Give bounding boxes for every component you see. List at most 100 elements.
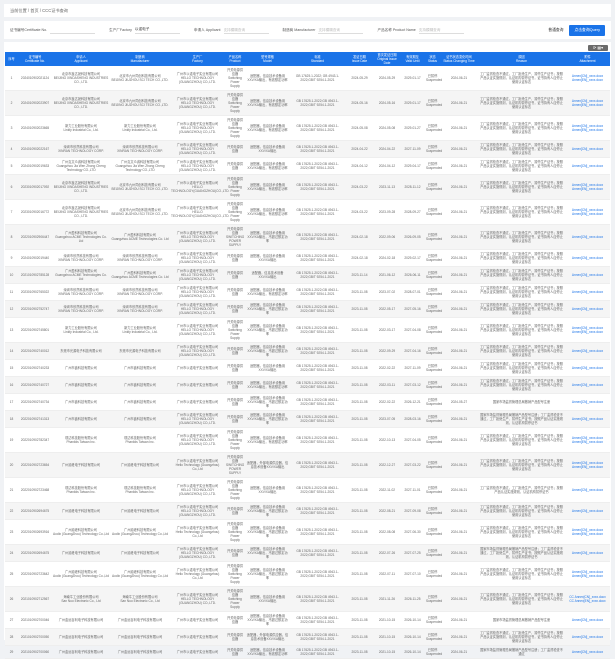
attachment-link[interactable]: Annex[CN]_xxxx.docx: [571, 551, 604, 555]
attachment-link[interactable]: Annex[CN]_xxxx.docx Annex[EN]_xxxx.docx: [571, 570, 604, 578]
attachment-link[interactable]: Annex[CN]_xxxx.docx Annex[EN]_xxxx.docx: [571, 326, 604, 334]
cell-manufacturer: 广州市鑫科技有限公司: [110, 410, 170, 428]
cell-factory: 广州市以诺电子实业有限公司 HELLO TECHNOLOGY (GUANGZHO…: [170, 140, 225, 158]
attachment-link[interactable]: Annex[CN]_xxxx.docx: [571, 147, 604, 151]
cell-issue-date: 2023-11-08: [345, 410, 374, 428]
cell-original-issue-date: 2024-04-22: [374, 140, 400, 158]
attachment-link[interactable]: Annex[CN]_xxxx.docx: [571, 256, 604, 260]
cell-status: 已暂停 Suspended: [425, 410, 442, 428]
cell-status-changing-time: 2024-06-21: [440, 317, 478, 343]
attachment-link[interactable]: Annex[CN]_xxxx.docx: [571, 383, 604, 387]
attachment-link[interactable]: Annex[CN]_xxxx.docx: [571, 235, 604, 239]
cell-reason: 工厂监督检查不通过，工厂拒绝生产、暂停生产证书；按照产品认证实施规则，认证机构暂…: [478, 115, 565, 141]
cell-applicant: 海南牛工业股份有限公司 San Nuo Electronic Co., Ltd: [52, 586, 110, 612]
cell-status-changing-time: 2024-06-21: [440, 174, 478, 200]
attachment-link[interactable]: Annex[CN]_xxxx.docx: [571, 273, 604, 277]
table-row: 24 2022010902694675 广州延峰电子科技有限公司 广州延峰电子科技有限…: [5, 544, 610, 562]
cell-reason: 工厂监督检查不通过，工厂拒绝生产、暂停生产证书；按照产品认证实施规则，认证机构暂…: [478, 249, 565, 267]
cell-issue-date: 2023-11-08: [345, 561, 374, 587]
cell-model: 适配器，信息技术设备用XXV/XA输出，不超过额定功率: [245, 611, 290, 629]
cell-status-changing-time: 2024-06-21: [440, 66, 478, 91]
cell-product: 开关电源供应器 Switching Power Supply: [225, 586, 245, 612]
attachment-link[interactable]: Annex[CN]_xxxx.docx: [571, 366, 604, 370]
cell-reason: 工厂监督检查不通过，工厂拒绝生产、暂停生产证书；按照产品认证实施规则，认证机构暂…: [478, 452, 565, 478]
product-name-input[interactable]: [418, 26, 464, 34]
cell-applicant: 广州市鑫科技有限公司: [52, 393, 110, 411]
attachment-link[interactable]: Annex[CN]_xxxx.docx Annex[EN]_xxxx.docx: [571, 528, 604, 536]
cell-index: 10: [5, 266, 18, 284]
cell-applicant: 广州金远百利电子科技有限公司: [52, 611, 110, 629]
applicant-input[interactable]: [223, 26, 269, 34]
cell-factory: 广州市以诺电子实业有限公司 HELLO TECHNOLOGY (GUANGZHO…: [170, 249, 225, 267]
attachment-link[interactable]: Annex[CN]_xxxx.docx: [571, 509, 604, 513]
table-header: 序号 证书编号 Certificate No. 申请人 Applicant 制造商 M…: [5, 52, 610, 66]
cell-certificate-no: 2022010902752747: [18, 300, 52, 318]
attachment-link[interactable]: Annex[CN]_xxxx.docx: [571, 307, 604, 311]
attachment-link[interactable]: Annex[CN]_xxxx.docx Annex[EN]_xxxx.docx: [571, 436, 604, 444]
table-row: 8 2022010902906447 广州盈科科技有限公司 Guangzhou AC…: [5, 224, 610, 250]
cell-index: 24: [5, 544, 18, 562]
table-toolbar[interactable]: ⟳ ▦▾: [588, 45, 608, 51]
factory-input[interactable]: [134, 26, 180, 34]
cell-applicant: 北京市鑫达晟科技有限公司 BEIJING XINDASHENG INDUSTRI…: [52, 199, 110, 225]
attachment-link[interactable]: Annex[CN]_xxxx.docx: [571, 488, 604, 492]
cell-issue-date: 2024-04-22: [345, 140, 374, 158]
attachment-link[interactable]: Annex[CN]_xxxx.docx Annex[EN]_xxxx.docx: [571, 74, 604, 82]
cell-certificate-no: 2022010902741313: [18, 410, 52, 428]
breadcrumb-separator: /: [38, 8, 43, 13]
cell-valid-until: 2027-11-09: [400, 359, 425, 377]
attachment-link[interactable]: Annex[CN]_xxxx.docx: [571, 349, 604, 353]
cell-original-issue-date: 2022-02-22: [374, 359, 400, 377]
cell-status-changing-time: 2024-06-21: [440, 359, 478, 377]
cell-index: 25: [5, 561, 18, 587]
refresh-columns-icon[interactable]: ⟳ ▦▾: [592, 45, 604, 50]
cell-issue-date: 2023-11-08: [345, 427, 374, 453]
attachment-link[interactable]: Annex[CN]_xxxx.docx Annex[EN]_xxxx.docx: [571, 99, 604, 107]
attachment-link[interactable]: Annex[CN]_xxxx.docx: [571, 400, 604, 404]
attachment-link[interactable]: Annex[CN]_xxxx.docx: [571, 618, 604, 622]
cell-original-issue-date: 2023-07-02: [374, 283, 400, 301]
cell-original-issue-date: 2024-05-29: [374, 66, 400, 91]
cell-original-issue-date: 2021-10-15: [374, 645, 400, 659]
attachment-link[interactable]: Annex[CN]_xxxx.docx: [571, 164, 604, 168]
cell-standard: GB 17625.1-2022;GB 4943.1-2022;GB/T 9254…: [290, 519, 345, 545]
cell-original-issue-date: 2022-07-11: [374, 561, 400, 587]
attachment-link[interactable]: Annex[CN]_xxxx.docx Annex[EN]_xxxx.docx: [571, 183, 604, 191]
manufacturer-input[interactable]: [318, 26, 364, 34]
cell-status: 已暂停 Suspended: [425, 266, 442, 284]
attachment-link[interactable]: Annex[CN]_xxxx.docx Annex[EN]_xxxx.docx: [571, 461, 604, 469]
cell-factory: 广州市以诺电子实业有限公司 HELLO TECHNOLOGY(GUANGZHOU…: [170, 199, 229, 225]
cell-standard: GB 17625.1-2022;GB 4943.1-2022;GB/T 9254…: [290, 157, 345, 175]
breadcrumb-current-label: 当前位置: [10, 8, 27, 13]
attachment-link[interactable]: Annex[CN]_xxxx.docx Annex[EN]_xxxx.docx: [571, 208, 604, 216]
cell-product: 开关电源供应器 Switching Power Supply: [225, 199, 245, 225]
cell-original-issue-date: 2022-11-02: [374, 477, 400, 503]
cell-applicant: 广州市鑫科技有限公司: [52, 410, 110, 428]
attachment-link[interactable]: Annex[CN]_xxxx.docx: [571, 417, 604, 421]
cell-factory: 广州市以诺电子实业有限公司 HELLO TECHNOLOGY(GUANGZHOU…: [170, 174, 229, 200]
cell-index: 7: [5, 199, 18, 225]
cell-issue-date: 2023-11-08: [345, 452, 374, 478]
cell-standard: GB 17625.1-2022;GB 4943.1-2022;GB/T 9254…: [290, 90, 345, 116]
column-header-standard: 标准 Standard: [290, 52, 345, 66]
breadcrumb-home-link[interactable]: 首页: [30, 8, 39, 13]
cell-certificate-no: 2024010902019440: [18, 249, 52, 267]
certificate-no-input[interactable]: [50, 26, 96, 34]
cell-applicant: 广州延峰电子科技有限公司: [52, 502, 110, 520]
cell-original-issue-date: 2022-12-27: [374, 452, 400, 478]
cell-reason: 工厂监督检查不通过，工厂拒绝生产、暂停生产证书；按照产品认证实施规则，认证机构暂…: [478, 586, 565, 612]
cell-applicant: 新力工业股份有限公司 Linkfy Industrial Co., Ltd.: [52, 317, 110, 343]
normal-query-button[interactable]: 普通查询: [548, 27, 564, 32]
cell-reason: 工厂监督检查不通过，工厂拒绝生产、暂停生产证书；按照产品认证实施规则，认证机构暂…: [478, 359, 565, 377]
attachment-link[interactable]: Annex[CN]_xxxx.docx Annex[EN]_xxxx.docx: [571, 124, 604, 132]
cell-product: 开关电源供应器 Switching Power Supply: [225, 115, 245, 141]
cell-attachment: Annex[CN]_xxxx.docx: [565, 393, 610, 411]
attachment-link[interactable]: Annex[CN]_xxxx.docx: [571, 290, 604, 294]
query-button[interactable]: 点击查询Query: [569, 24, 605, 36]
attachment-link[interactable]: CC Annex[CN]_xxxx.docx CC Annex[EN]_xxxx…: [569, 595, 606, 603]
table-row: 2 2024010902023907 北京市鑫达晟科技有限公司 BEIJING XI…: [5, 90, 610, 116]
attachment-link[interactable]: Annex[CN]_xxxx.docx: [571, 650, 604, 654]
cell-model: 适配器，信息技术设备用XXV/XA输出，不超过额定功率: [245, 410, 290, 428]
cell-status: 已暂停 Suspended: [425, 427, 442, 453]
attachment-link[interactable]: Annex[CN]_xxxx.docx: [571, 635, 604, 639]
